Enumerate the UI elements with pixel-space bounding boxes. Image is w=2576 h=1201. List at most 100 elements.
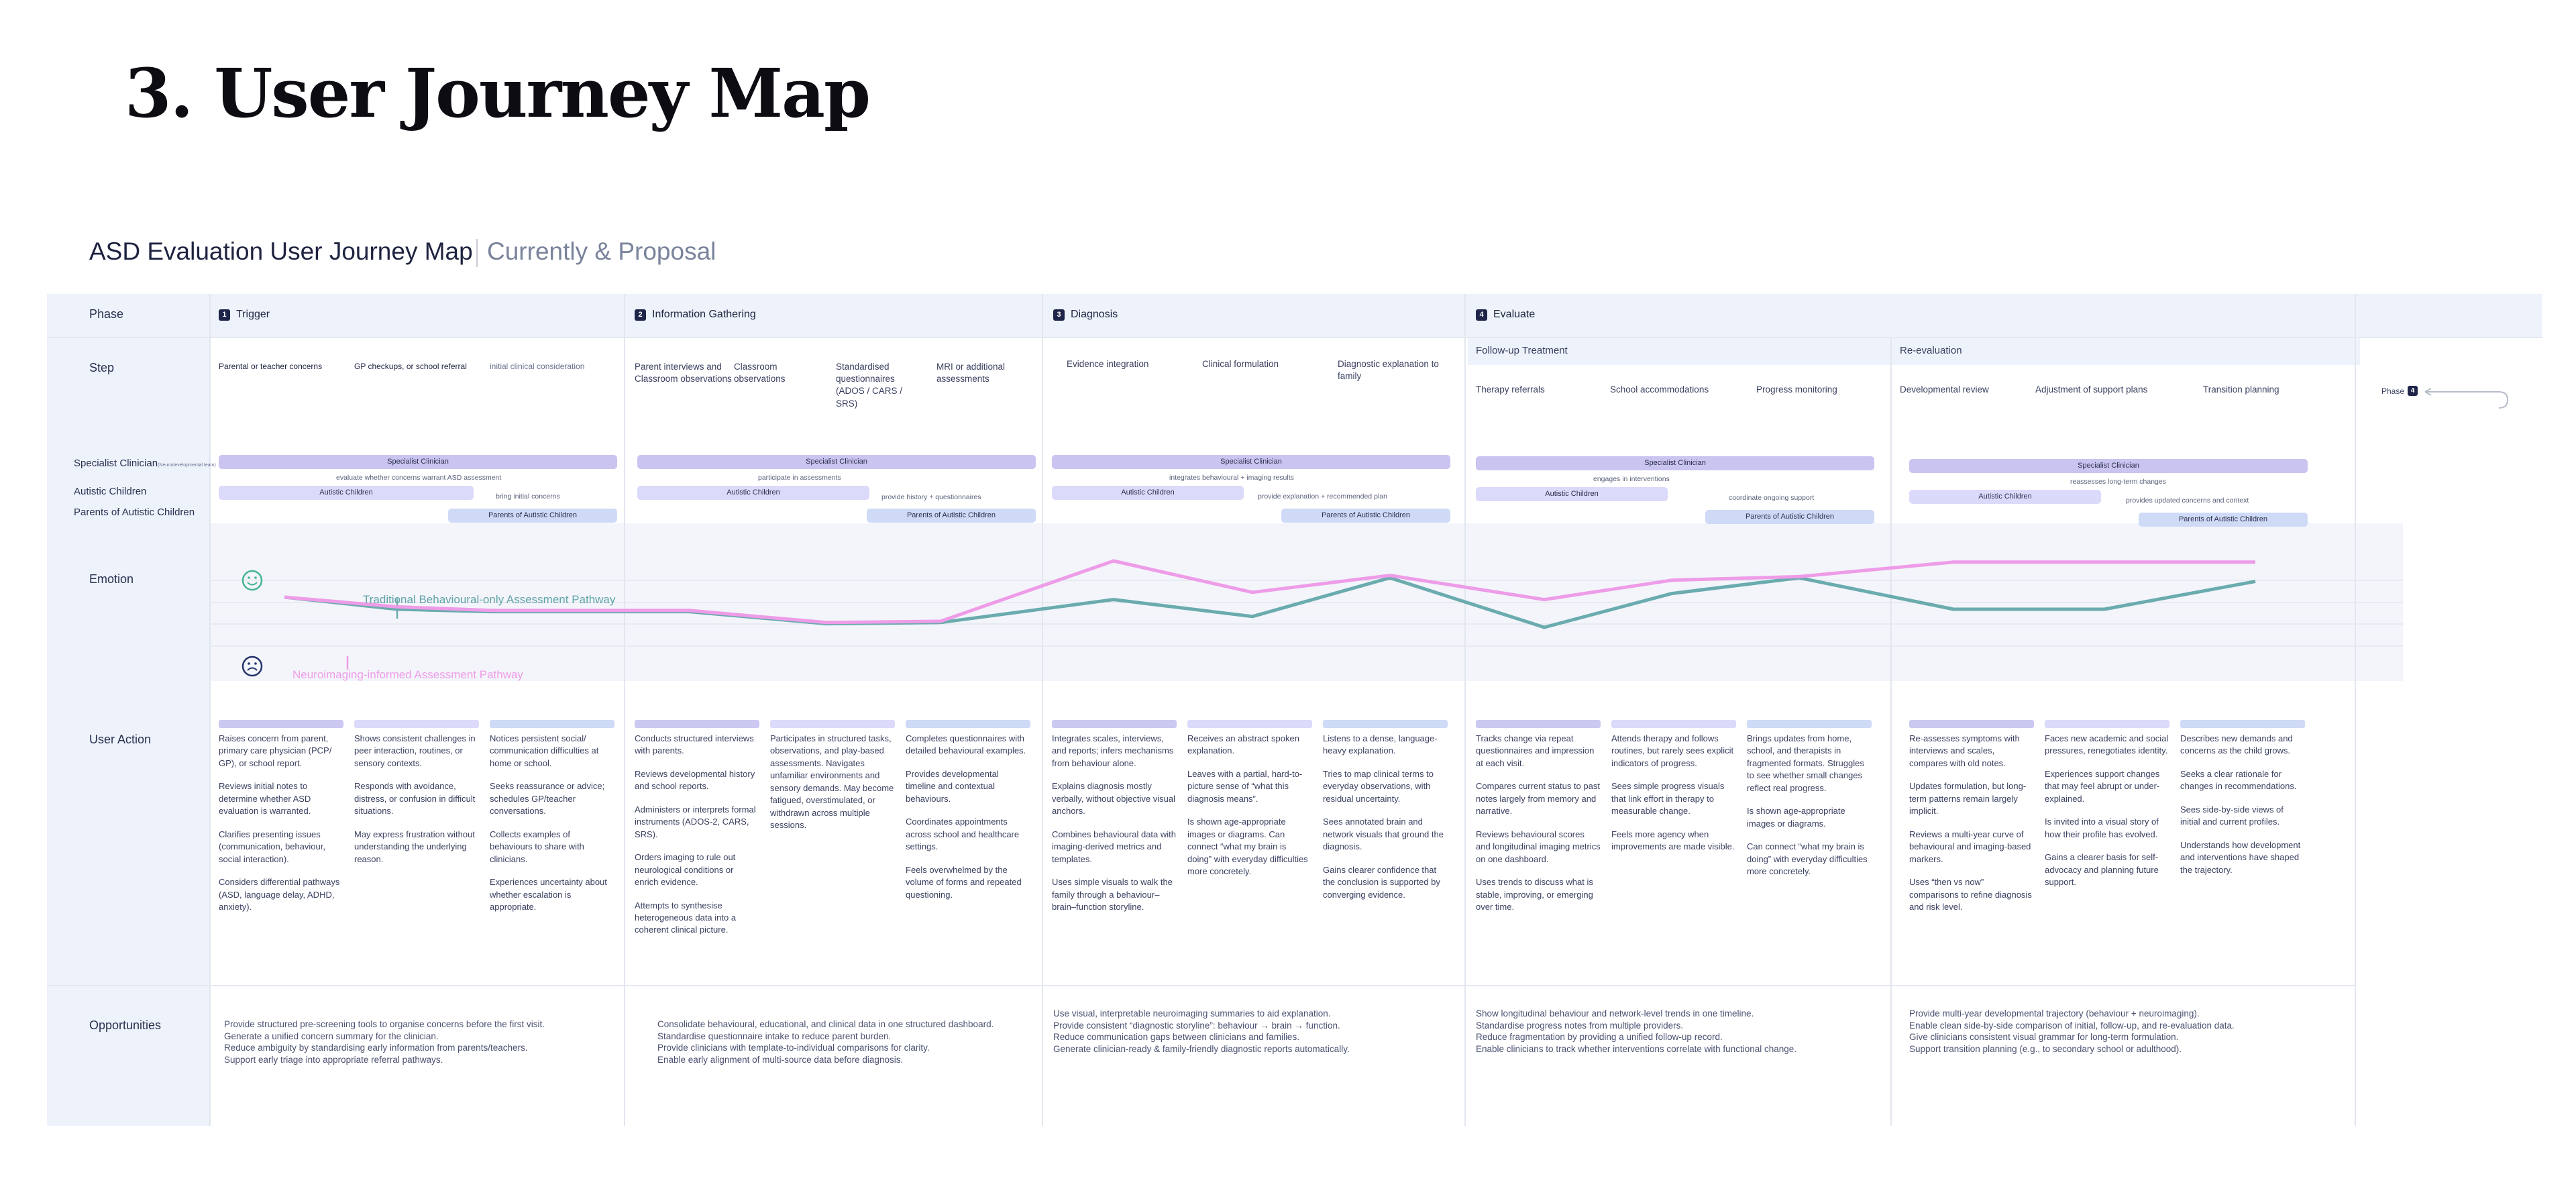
- map-title: ASD Evaluation User Journey Map: [89, 238, 473, 265]
- user-action-item: Uses “then vs now” comparisons to refine…: [1909, 877, 2032, 912]
- user-action-item: Completes questionnaires with detailed b…: [906, 733, 1026, 756]
- relation-label: evaluate whether concerns warrant ASD as…: [336, 474, 502, 482]
- user-action-column-bar: [490, 720, 614, 728]
- subphase-band: [1468, 337, 2360, 365]
- opportunity-item: Reduce communication gaps between clinic…: [1053, 1032, 1299, 1043]
- user-action-column-bar: [635, 720, 759, 728]
- user-action-item: Collects examples of behaviours to share…: [490, 829, 584, 864]
- stakeholder-specialist-label: Specialist Clinician(Neurodevelopmental …: [74, 458, 216, 469]
- user-action-item: Orders imaging to rule out neurological …: [635, 852, 736, 888]
- user-action-column-bar: [906, 720, 1030, 728]
- step-item: Progress monitoring: [1756, 384, 1837, 395]
- opportunity-item: Enable clean side-by-side comparison of …: [1909, 1020, 2235, 1031]
- side-phase-indicator: Phase 4: [2381, 386, 2424, 396]
- autistic-children-pill: Autistic Children: [1909, 490, 2101, 504]
- emotion-chart: [209, 559, 2403, 677]
- phase-row-label: Phase: [89, 307, 124, 321]
- side-arrow: [2424, 388, 2509, 409]
- user-action-row-label: User Action: [89, 733, 152, 746]
- user-action-item: Administers or interprets formal instrum…: [635, 804, 756, 839]
- opportunity-item: Generate clinician-ready & family-friend…: [1053, 1043, 1350, 1054]
- user-action-item: Participates in structured tasks, observ…: [770, 733, 894, 831]
- column-divider: [2355, 294, 2356, 1126]
- relation-label: engages in interventions: [1593, 475, 1670, 483]
- user-action-item: Sees simple progress visuals that link e…: [1611, 781, 1725, 817]
- phase-name: Diagnosis: [1071, 309, 1118, 320]
- step-item: Diagnostic explanation to family: [1338, 359, 1439, 382]
- user-action-item: Responds with avoidance, distress, or co…: [354, 781, 476, 817]
- user-action-column-bar: [1476, 720, 1601, 728]
- opportunity-item: Standardise progress notes from multiple…: [1476, 1020, 1684, 1031]
- user-action-column-bar: [1187, 720, 1312, 728]
- user-action-item: Combines behavioural data with imaging-d…: [1052, 829, 1176, 864]
- user-action-column: Raises concern from parent, primary care…: [219, 733, 343, 924]
- step-item: Parent interviews and Classroom observat…: [635, 362, 732, 384]
- relation-label: integrates behavioural + imaging results: [1169, 474, 1294, 482]
- phase-name: Information Gathering: [652, 309, 756, 320]
- opportunity-item: Provide consistent “diagnostic storyline…: [1053, 1020, 1340, 1031]
- opportunity-item: Use visual, interpretable neuroimaging s…: [1053, 1008, 1331, 1019]
- subphase-re-evaluation: Re-evaluation: [1900, 345, 1962, 356]
- opportunity-item: Give clinicians consistent visual gramma…: [1909, 1032, 2179, 1043]
- user-action-item: Reviews developmental history and school…: [635, 768, 755, 792]
- user-action-item: Gains clearer confidence that the conclu…: [1323, 864, 1440, 900]
- user-action-column-bar: [354, 720, 479, 728]
- row-divider: [47, 985, 2355, 986]
- opportunity-item: Enable early alignment of multi-source d…: [657, 1054, 904, 1065]
- user-action-item: Experiences uncertainty about whether es…: [490, 877, 607, 912]
- user-action-column-bar: [1052, 720, 1177, 728]
- step-item: Standardised questionnaires (ADOS / CARS…: [836, 362, 903, 409]
- step-item: Clinical formulation: [1202, 359, 1279, 369]
- user-action-column-bar: [770, 720, 895, 728]
- column-divider: [624, 294, 625, 1126]
- step-item: Transition planning: [2203, 384, 2279, 395]
- specialist-clinician-pill: Specialist Clinician: [219, 455, 617, 469]
- relationship-group-diagnosis: Specialist Clinician integrates behaviou…: [1052, 455, 1450, 526]
- opportunities-row-label: Opportunities: [89, 1019, 162, 1032]
- opportunity-item: Generate a unified concern summary for t…: [224, 1031, 439, 1041]
- user-action-item: Notices persistent social/ communication…: [490, 733, 599, 768]
- user-action-item: Shows consistent challenges in peer inte…: [354, 733, 476, 768]
- user-action-column-bar: [1909, 720, 2034, 728]
- user-action-item: Considers differential pathways (ASD, la…: [219, 877, 340, 912]
- opportunity-item: Support early triage into appropriate re…: [224, 1054, 443, 1065]
- phase-number-badge: 1: [219, 309, 230, 321]
- parents-pill: Parents of Autistic Children: [448, 509, 617, 523]
- user-action-item: Attends therapy and follows routines, bu…: [1611, 733, 1734, 768]
- user-action-item: Receives an abstract spoken explanation.: [1187, 733, 1299, 756]
- user-action-column: Conducts structured interviews with pare…: [635, 733, 759, 947]
- subphase-follow-up: Follow-up Treatment: [1476, 345, 1568, 356]
- autistic-children-pill: Autistic Children: [637, 486, 869, 500]
- step-item: Adjustment of support plans: [2035, 384, 2148, 395]
- user-action-item: Reviews initial notes to determine wheth…: [219, 781, 311, 817]
- phase-name: Trigger: [236, 309, 270, 320]
- user-action-item: Raises concern from parent, primary care…: [219, 733, 332, 768]
- relation-label: reassesses long-term changes: [2070, 478, 2166, 486]
- user-action-item: May express frustration without understa…: [354, 829, 475, 864]
- user-action-item: Reviews a multi-year curve of behavioura…: [1909, 829, 2031, 864]
- user-action-item: Explains diagnosis mostly verbally, with…: [1052, 781, 1176, 817]
- user-action-column: Completes questionnaires with detailed b…: [906, 733, 1030, 912]
- emotion-row-label: Emotion: [89, 572, 134, 586]
- specialist-clinician-pill: Specialist Clinician: [637, 455, 1036, 469]
- user-action-column: Integrates scales, interviews, and repor…: [1052, 733, 1177, 924]
- user-action-item: Is shown age-appropriate images or diagr…: [1187, 817, 1308, 877]
- user-action-item: Coordinates appointments across school a…: [906, 817, 1020, 852]
- user-action-column: Participates in structured tasks, observ…: [770, 733, 895, 843]
- opportunities-column: Provide multi-year developmental traject…: [1909, 1008, 2235, 1055]
- step-item: Evidence integration: [1067, 359, 1149, 369]
- user-action-column: Tracks change via repeat questionnaires …: [1476, 733, 1601, 924]
- user-action-item: Faces new academic and social pressures,…: [2045, 733, 2169, 756]
- user-action-column: Re-assesses symptoms with interviews and…: [1909, 733, 2034, 924]
- user-action-column: Notices persistent social/ communication…: [490, 733, 614, 924]
- relationship-group-followup: Specialist Clinician engages in interven…: [1476, 456, 1874, 527]
- user-action-item: Re-assesses symptoms with interviews and…: [1909, 733, 2020, 768]
- column-divider: [1042, 294, 1043, 1126]
- row-divider: [47, 337, 2542, 338]
- user-action-column: Receives an abstract spoken explanation.…: [1187, 733, 1312, 889]
- user-action-item: Gains a clearer basis for self-advocacy …: [2045, 852, 2159, 888]
- opportunity-item: Standardise questionnaire intake to redu…: [657, 1031, 892, 1041]
- phase-trigger-header: 1 Trigger: [219, 309, 270, 321]
- traditional-pathway-label: Traditional Behavioural-only Assessment …: [363, 593, 616, 606]
- parents-pill: Parents of Autistic Children: [867, 509, 1036, 523]
